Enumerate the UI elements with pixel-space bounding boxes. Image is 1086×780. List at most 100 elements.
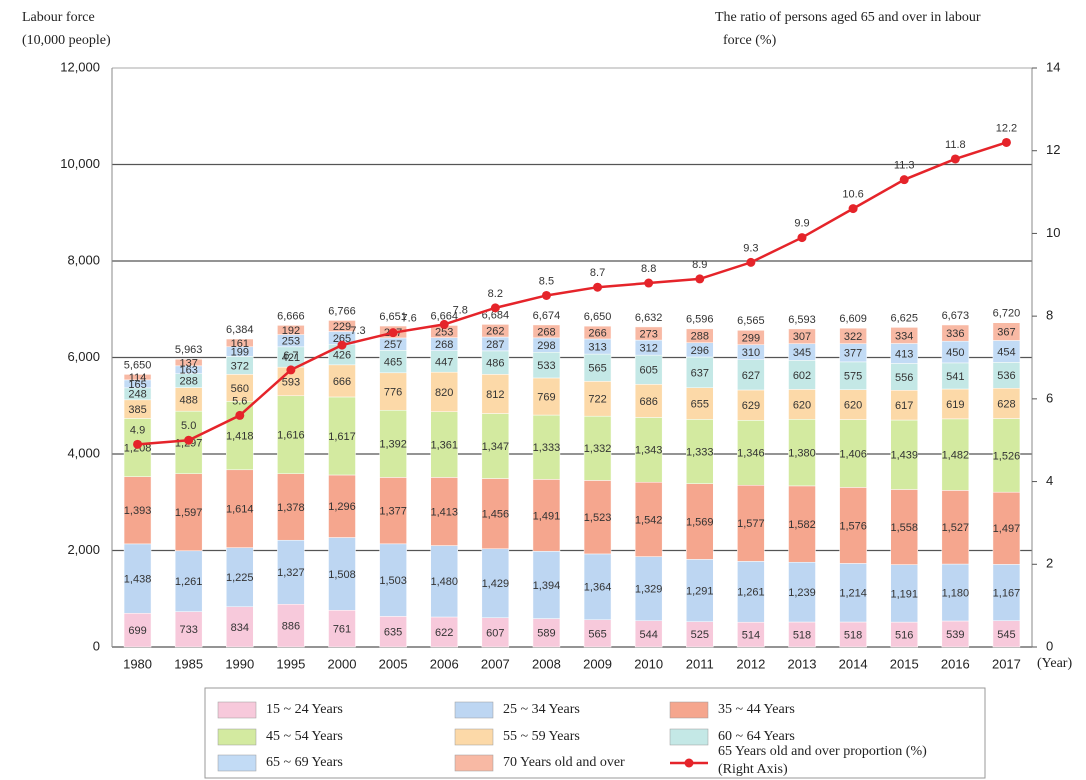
segment-label: 1,523 xyxy=(584,512,612,524)
legend-label: 55 ~ 59 Years xyxy=(503,729,580,744)
total-label: 6,674 xyxy=(533,310,561,322)
bar-segment xyxy=(839,389,867,420)
segment-label: 114 xyxy=(129,372,147,384)
bar-segment xyxy=(583,415,612,481)
ratio-point xyxy=(848,204,858,214)
bar-segment xyxy=(737,389,765,421)
y2-tick-label: 0 xyxy=(1046,638,1053,653)
bar-segment xyxy=(890,419,918,490)
segment-label: 465 xyxy=(384,356,402,368)
ratio-point xyxy=(644,278,654,288)
bar-segment xyxy=(992,620,1021,648)
segment-label: 1,576 xyxy=(839,520,867,532)
legend-label: 65 Years old and over proportion (%) xyxy=(718,744,927,759)
segment-label: 287 xyxy=(486,339,504,351)
segment-label: 518 xyxy=(793,629,811,641)
ratio-line xyxy=(137,141,1007,446)
bar-segment xyxy=(890,564,918,623)
bar-segment xyxy=(123,543,152,614)
segment-label: 1,497 xyxy=(993,523,1021,535)
segment-label: 257 xyxy=(384,339,402,351)
bar-segment xyxy=(430,411,458,478)
segment-label: 322 xyxy=(844,331,862,343)
x-tick-label: 2005 xyxy=(379,656,408,671)
bar-segment xyxy=(992,564,1021,621)
bar-segment xyxy=(481,324,510,338)
segment-label: 1,377 xyxy=(379,506,407,518)
segment-label: 367 xyxy=(997,327,1015,339)
segment-label: 1,439 xyxy=(890,450,918,462)
bar-segment xyxy=(277,395,305,474)
bar-segment xyxy=(890,489,918,565)
ratio-label: 7.3 xyxy=(350,325,365,337)
segment-label: 593 xyxy=(282,376,300,388)
ratio-point xyxy=(899,175,909,185)
y-tick-label: 4,000 xyxy=(67,445,100,460)
segment-label: 1,333 xyxy=(686,446,714,458)
segment-label: 1,296 xyxy=(328,501,356,513)
segment-label: 565 xyxy=(588,363,606,375)
bar-segment xyxy=(737,621,765,648)
segment-label: 1,616 xyxy=(277,430,305,442)
bar-segment xyxy=(788,360,816,390)
segment-label: 486 xyxy=(486,358,504,370)
segment-label: 834 xyxy=(231,622,249,634)
segment-label: 161 xyxy=(231,338,249,350)
total-label: 6,609 xyxy=(839,313,867,325)
segment-label: 619 xyxy=(946,399,964,411)
ratio-point xyxy=(797,233,807,243)
bar-segment xyxy=(788,561,816,623)
segment-label: 544 xyxy=(639,629,657,641)
segment-label: 686 xyxy=(639,396,657,408)
ratio-label: 4.9 xyxy=(130,424,145,436)
segment-label: 1,180 xyxy=(942,587,970,599)
segment-label: 1,617 xyxy=(328,431,356,443)
segment-label: 1,378 xyxy=(277,502,305,514)
bar-segment xyxy=(634,481,663,557)
segment-label: 1,394 xyxy=(533,580,561,592)
segment-label: 1,569 xyxy=(686,516,714,528)
segment-label: 488 xyxy=(179,394,197,406)
bar-segment xyxy=(839,487,867,564)
segment-label: 296 xyxy=(691,345,709,357)
total-label: 6,651 xyxy=(379,311,407,323)
bar-segment xyxy=(532,479,561,552)
bar-segment xyxy=(788,621,816,648)
legend-swatch xyxy=(669,701,709,719)
segment-label: 556 xyxy=(895,372,913,384)
segment-label: 1,577 xyxy=(737,518,765,530)
bar-segment xyxy=(532,324,561,339)
segment-label: 298 xyxy=(537,340,555,352)
bar-segment xyxy=(788,328,816,344)
bar-segment xyxy=(839,621,867,648)
bar-segment xyxy=(634,326,663,341)
segment-label: 575 xyxy=(844,371,862,383)
segment-label: 627 xyxy=(742,370,760,382)
segment-label: 1,597 xyxy=(175,507,203,519)
segment-label: 163 xyxy=(179,365,197,377)
segment-label: 1,480 xyxy=(430,576,458,588)
segment-label: 372 xyxy=(231,360,249,372)
segment-label: 622 xyxy=(435,627,453,639)
bar-segment xyxy=(839,327,867,344)
y2-tick-label: 14 xyxy=(1046,59,1060,74)
segment-label: 336 xyxy=(946,328,964,340)
segment-label: 1,291 xyxy=(686,585,714,597)
bar-segment xyxy=(481,617,510,648)
x-tick-label: 1980 xyxy=(123,656,152,671)
total-label: 6,666 xyxy=(277,310,305,322)
segment-label: 1,329 xyxy=(635,584,663,596)
segment-label: 518 xyxy=(844,629,862,641)
ratio-label: 12.2 xyxy=(996,122,1017,134)
y2-axis-title: The ratio of persons aged 65 and over in… xyxy=(715,10,981,25)
bar-segment xyxy=(634,556,663,622)
bar-segment xyxy=(174,550,203,612)
segment-label: 447 xyxy=(435,356,453,368)
ratio-label: 11.3 xyxy=(894,160,915,172)
bar-segment xyxy=(174,611,203,648)
legend-label: 15 ~ 24 Years xyxy=(266,702,343,717)
bar-segment xyxy=(379,543,407,617)
bar-segment xyxy=(583,353,612,382)
segment-label: 589 xyxy=(537,628,555,640)
bar-segment xyxy=(532,351,561,379)
